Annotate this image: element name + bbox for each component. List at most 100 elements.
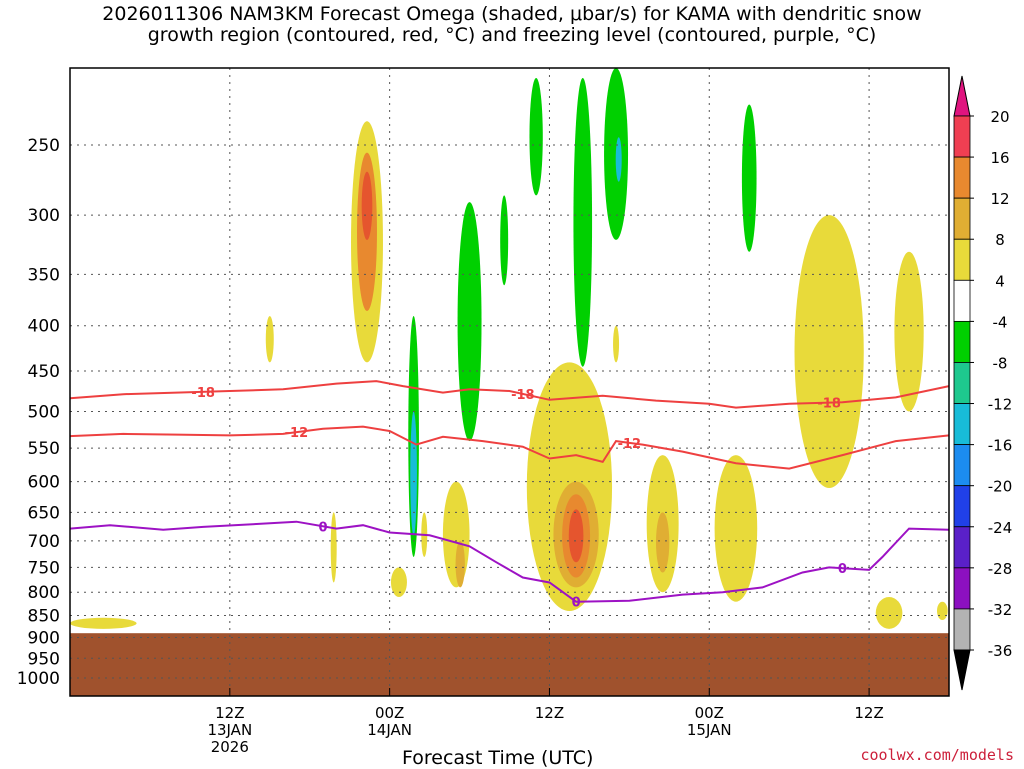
y-axis-ticks: 2503003504004505005506006507007508008509… [17, 136, 60, 689]
y-tick-label: 950 [28, 649, 60, 669]
ground-below-surface [70, 633, 949, 696]
colorbar-segment [953, 156, 971, 199]
colorbar-label: -8 [993, 354, 1008, 372]
contour-label: 0 [838, 562, 847, 577]
omega-positive-area [455, 540, 465, 588]
y-tick-label: 750 [28, 558, 60, 578]
omega-positive-area [656, 512, 670, 573]
colorbar-label: -36 [988, 642, 1013, 660]
omega-positive-area [714, 455, 758, 602]
omega-positive-area [568, 509, 584, 563]
omega-positive-area [794, 215, 864, 488]
plot-frame [69, 67, 950, 697]
contour-lines: -18 -18 -18 -12 -12 0 0 0 [69, 380, 950, 611]
colorbar-top-arrow [953, 75, 971, 117]
colorbar-segment [953, 444, 971, 487]
colorbar-segment [953, 485, 971, 528]
y-tick-label: 300 [28, 206, 60, 226]
x-tick-label: 00Z [695, 704, 724, 722]
chart-title: 2026011306 NAM3KM Forecast Omega (shaded… [0, 4, 1024, 46]
x-tick-year: 2026 [211, 738, 249, 756]
omega-positive-area [613, 325, 620, 363]
ground-fill [70, 633, 949, 696]
site-credit[interactable]: coolwx.com/models [860, 746, 1014, 764]
contour-label: -18 [511, 388, 535, 403]
colorbar-label: -32 [988, 601, 1013, 619]
dgz-contour-minus12 [69, 425, 950, 470]
x-tick-date: 13JAN [207, 721, 252, 739]
x-axis-label: Forecast Time (UTC) [402, 747, 594, 769]
colorbar-label: 12 [990, 190, 1009, 208]
y-tick-label: 350 [28, 265, 60, 285]
chart-title-line2: growth region (contoured, red, °C) and f… [147, 24, 877, 46]
contour-label: 0 [319, 520, 328, 535]
contour-label: -18 [817, 397, 841, 412]
contour-label: -12 [618, 437, 642, 452]
colorbar-segment [953, 362, 971, 404]
x-tick-label: 12Z [215, 704, 244, 722]
colorbar-segment [953, 320, 971, 363]
omega-negative-area [410, 411, 417, 536]
x-tick-label: 12Z [535, 704, 564, 722]
colorbar-label: -20 [988, 478, 1013, 496]
colorbar-label: 16 [990, 149, 1009, 167]
colorbar: 20 16 12 8 4 -4 -8 -12 -16 -20 -24 -28 -32 -36 [953, 75, 1013, 691]
colorbar-segment [953, 115, 971, 158]
colorbar-label: 20 [990, 108, 1009, 126]
colorbar-label: -28 [988, 560, 1013, 578]
y-tick-label: 500 [28, 403, 60, 423]
contour-label: -18 [191, 386, 215, 401]
y-tick-label: 800 [28, 583, 60, 603]
chart-title-line1: 2026011306 NAM3KM Forecast Omega (shaded… [102, 3, 922, 25]
omega-shading [70, 68, 948, 629]
colorbar-segment [953, 279, 971, 322]
y-tick-label: 1000 [17, 669, 60, 689]
y-tick-label: 550 [28, 439, 60, 459]
colorbar-segment [953, 197, 971, 240]
contour-label: -12 [285, 426, 309, 441]
y-tick-label: 650 [28, 503, 60, 523]
colorbar-bottom-arrow [953, 649, 971, 691]
omega-positive-area [937, 601, 948, 621]
freezing-level-contour [69, 520, 950, 603]
colorbar-label: -12 [988, 396, 1013, 414]
y-tick-label: 400 [28, 317, 60, 337]
y-tick-label: 600 [28, 473, 60, 493]
y-tick-label: 900 [28, 628, 60, 648]
omega-negative-area [615, 137, 622, 182]
colorbar-label: 4 [995, 272, 1005, 290]
colorbar-segment [953, 526, 971, 569]
omega-negative-area [529, 77, 543, 196]
x-tick-date: 14JAN [367, 721, 412, 739]
y-tick-label: 250 [28, 136, 60, 156]
y-tick-label: 850 [28, 607, 60, 627]
omega-positive-area [265, 315, 274, 363]
omega-negative-area [457, 202, 482, 442]
colorbar-segment [953, 238, 971, 281]
y-tick-label: 700 [28, 532, 60, 552]
omega-positive-area [330, 512, 337, 583]
omega-positive-area [361, 171, 373, 240]
omega-positive-area [70, 617, 137, 629]
omega-positive-area [875, 596, 903, 629]
x-tick-date: 15JAN [687, 721, 732, 739]
x-tick-label: 00Z [375, 704, 404, 722]
x-tick-label: 12Z [854, 704, 883, 722]
dgz-contour-minus18 [69, 380, 950, 409]
omega-negative-area [573, 77, 593, 367]
omega-positive-area [894, 251, 924, 412]
omega-positive-area [390, 567, 407, 597]
colorbar-label: -16 [988, 437, 1013, 455]
colorbar-label: -4 [993, 313, 1008, 331]
colorbar-segment [953, 403, 971, 446]
omega-negative-area [500, 195, 509, 286]
colorbar-segment [953, 567, 971, 610]
omega-negative-area [741, 104, 757, 252]
colorbar-segment [953, 608, 971, 651]
colorbar-label: -24 [988, 519, 1013, 537]
y-tick-label: 450 [28, 362, 60, 382]
contour-label: 0 [572, 596, 581, 611]
colorbar-label: 8 [995, 231, 1005, 249]
